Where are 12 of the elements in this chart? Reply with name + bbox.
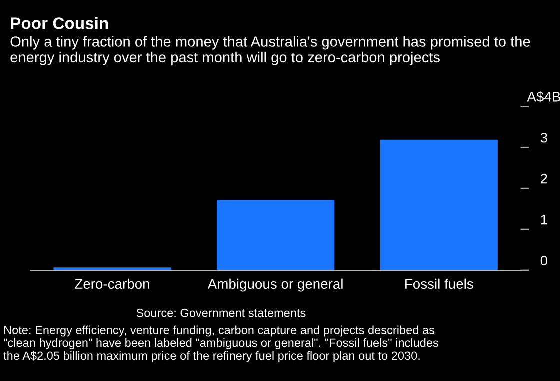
y-tick-label: 2 [541, 174, 548, 184]
x-tick-label: Ambiguous or general [208, 278, 343, 292]
y-tick-label: 1 [541, 215, 548, 225]
chart-subtitle: Only a tiny fraction of the money that Australia's government has promised to the energy industry over the past month will go to zero-carbon projects [10, 36, 530, 66]
chart-title: Poor Cousin [11, 17, 108, 30]
source-note: Source: Government statements [136, 308, 306, 318]
x-tick-label: Fossil fuels [406, 278, 474, 290]
x-tick-label: Zero-carbon [75, 278, 150, 290]
y-tick-label: 3 [540, 132, 548, 143]
text: Note: Energy efficiency, venture funding, carbon capture and projects described as "clean hydrogen" have been labeled "ambiguous or general". "Fossil fuels" includes the A$2.05 billion maximum price of the refinery fuel price floor plan out to 2030. [4, 326, 438, 362]
y-tick-label: A$4B [527, 91, 560, 103]
y-tick-label: 0 [540, 256, 548, 266]
